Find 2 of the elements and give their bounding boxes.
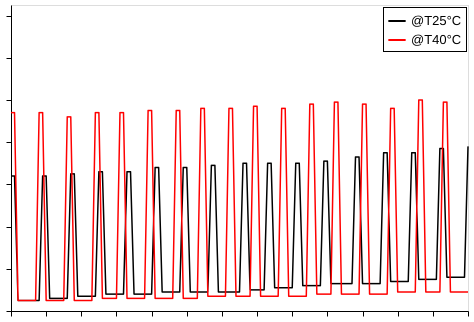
legend-label: @T25°C bbox=[411, 13, 462, 28]
legend-label: @T40°C bbox=[411, 32, 462, 47]
